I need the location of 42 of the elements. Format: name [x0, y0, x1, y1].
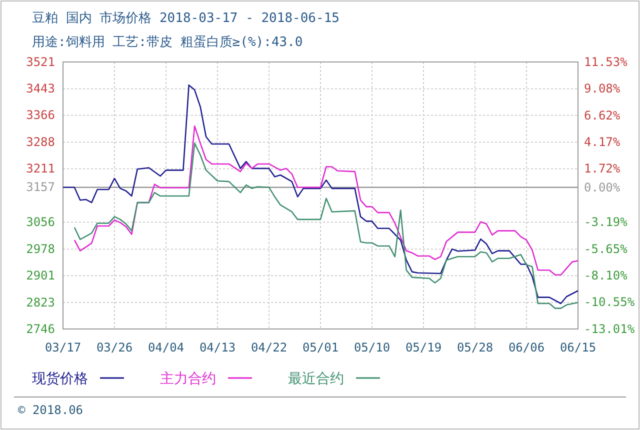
y-tick-label: 2978 [26, 242, 55, 256]
x-tick-label: 04/13 [199, 340, 236, 355]
legend-label: 现货价格 [32, 371, 88, 387]
y2-tick-label: 0.00% [584, 180, 621, 194]
x-tick-label: 05/10 [354, 340, 390, 355]
x-tick-label: 03/26 [96, 340, 133, 355]
x-tick-label: 06/15 [560, 340, 596, 355]
y-tick-label: 3056 [26, 215, 55, 230]
x-tick-label: 05/01 [302, 340, 339, 355]
line-series [74, 142, 579, 309]
y2-tick-label: -10.55% [584, 295, 636, 310]
y-tick-label: 3521 [26, 54, 55, 69]
y2-tick-label: 1.72% [584, 162, 621, 176]
y2-tick-label: 11.53% [584, 54, 628, 69]
legend-label: 最近合约 [288, 371, 344, 387]
y2-tick-label: -5.65% [584, 242, 628, 256]
legend-label: 主力合约 [160, 371, 216, 387]
x-tick-label: 03/17 [44, 340, 82, 355]
line-series [74, 125, 579, 276]
x-tick-label: 06/06 [508, 340, 545, 355]
y2-tick-label: -13.01% [584, 322, 636, 336]
chart-title: 豆粕 国内 市场价格 2018-03-17 - 2018-06-15 [32, 11, 340, 26]
text: © 2018.06 [18, 403, 84, 417]
y-tick-label: 3211 [26, 162, 55, 176]
y2-tick-label: -3.19% [584, 214, 628, 229]
y2-tick-label: -8.10% [584, 268, 628, 282]
chart-subtitle: 用途:饲料用 工艺:带皮 粗蛋白质≥(%):43.0 [32, 35, 303, 50]
y-tick-label: 3157 [26, 180, 55, 194]
y-tick-label: 2901 [26, 268, 55, 282]
x-tick-label: 04/22 [250, 340, 288, 355]
y-tick-label: 2823 [26, 295, 55, 310]
y2-tick-label: 9.08% [584, 81, 621, 96]
x-tick-label: 05/19 [405, 340, 442, 355]
y-tick-label: 2746 [26, 322, 55, 336]
line-series [62, 84, 579, 304]
y2-tick-label: 6.62% [584, 108, 621, 122]
y-tick-label: 3443 [26, 82, 55, 96]
y-tick-label: 3288 [26, 135, 55, 150]
x-tick-label: 04/04 [148, 340, 184, 355]
y-tick-label: 3366 [26, 108, 55, 122]
x-tick-label: 05/28 [456, 340, 494, 355]
y2-tick-label: 4.17% [584, 134, 621, 149]
